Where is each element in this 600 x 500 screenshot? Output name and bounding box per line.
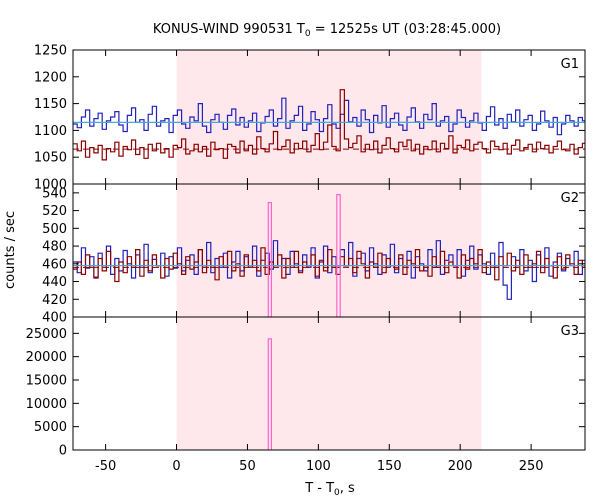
g3-panel-frame [72,316,586,451]
g1-panel-label: G1 [561,57,579,72]
chart-title-sub: 0 [305,29,311,39]
g2-y-tick-label-0: 400 [42,311,67,326]
x-axis-label-suffix: , s [340,481,355,496]
g2-y-tick-label-6: 520 [42,204,67,219]
x-tick-label-4: 150 [377,459,402,474]
g1-red-series [73,89,585,161]
chart-title-suffix: = 12525s UT (03:28:45.000) [311,22,501,37]
x-tick-label-3: 100 [306,459,331,474]
x-tick-label-5: 200 [448,459,473,474]
g2-spike-0 [267,202,272,317]
g3-panel-label: G3 [561,324,579,339]
x-axis-label: T - T0, s [304,481,355,498]
g3-y-tick-label-1: 5000 [34,420,67,435]
g3-y-tick-label-4: 20000 [26,350,67,365]
x-axis-label-prefix: T - T [304,481,334,496]
g3-y-tick-label-3: 15000 [26,374,67,389]
g2-y-tick-label-2: 440 [42,275,67,290]
g3-y-tick-label-2: 10000 [26,397,67,412]
plot-area: 100010501100115012001250G140042044046048… [26,44,586,474]
g1-y-tick-label-1: 1050 [34,151,67,166]
g1-blue-series [73,97,585,136]
g1-y-tick-label-5: 1250 [34,44,67,59]
g1-y-tick-label-2: 1100 [34,124,67,139]
g2-spike-1 [336,194,341,317]
x-tick-label-2: 50 [239,459,256,474]
x-tick-label-0: -50 [95,459,116,474]
g3-y-tick-label-0: 0 [59,444,67,459]
x-tick-label-6: 250 [519,459,544,474]
g1-y-tick-label-3: 1150 [34,97,67,112]
g2-panel-label: G2 [561,191,579,206]
g2-y-tick-label-7: 540 [42,186,67,201]
g2-y-tick-label-3: 460 [42,257,67,272]
x-tick-label-1: 0 [172,459,180,474]
x-axis-label-sub: 0 [334,488,340,498]
chart-title-prefix: KONUS-WIND 990531 T [153,22,305,37]
g1-y-tick-label-4: 1200 [34,70,67,85]
g3-spike-0 [267,338,272,450]
g2-y-tick-label-1: 420 [42,293,67,308]
g3-y-tick-label-5: 25000 [26,327,67,342]
g2-y-tick-label-4: 480 [42,240,67,255]
chart-title: KONUS-WIND 990531 T0 = 12525s UT (03:28:… [153,22,501,39]
g1-y-tick-label-0: 1000 [34,178,67,193]
g2-y-tick-label-5: 500 [42,222,67,237]
y-axis-label: counts / sec [3,211,18,289]
